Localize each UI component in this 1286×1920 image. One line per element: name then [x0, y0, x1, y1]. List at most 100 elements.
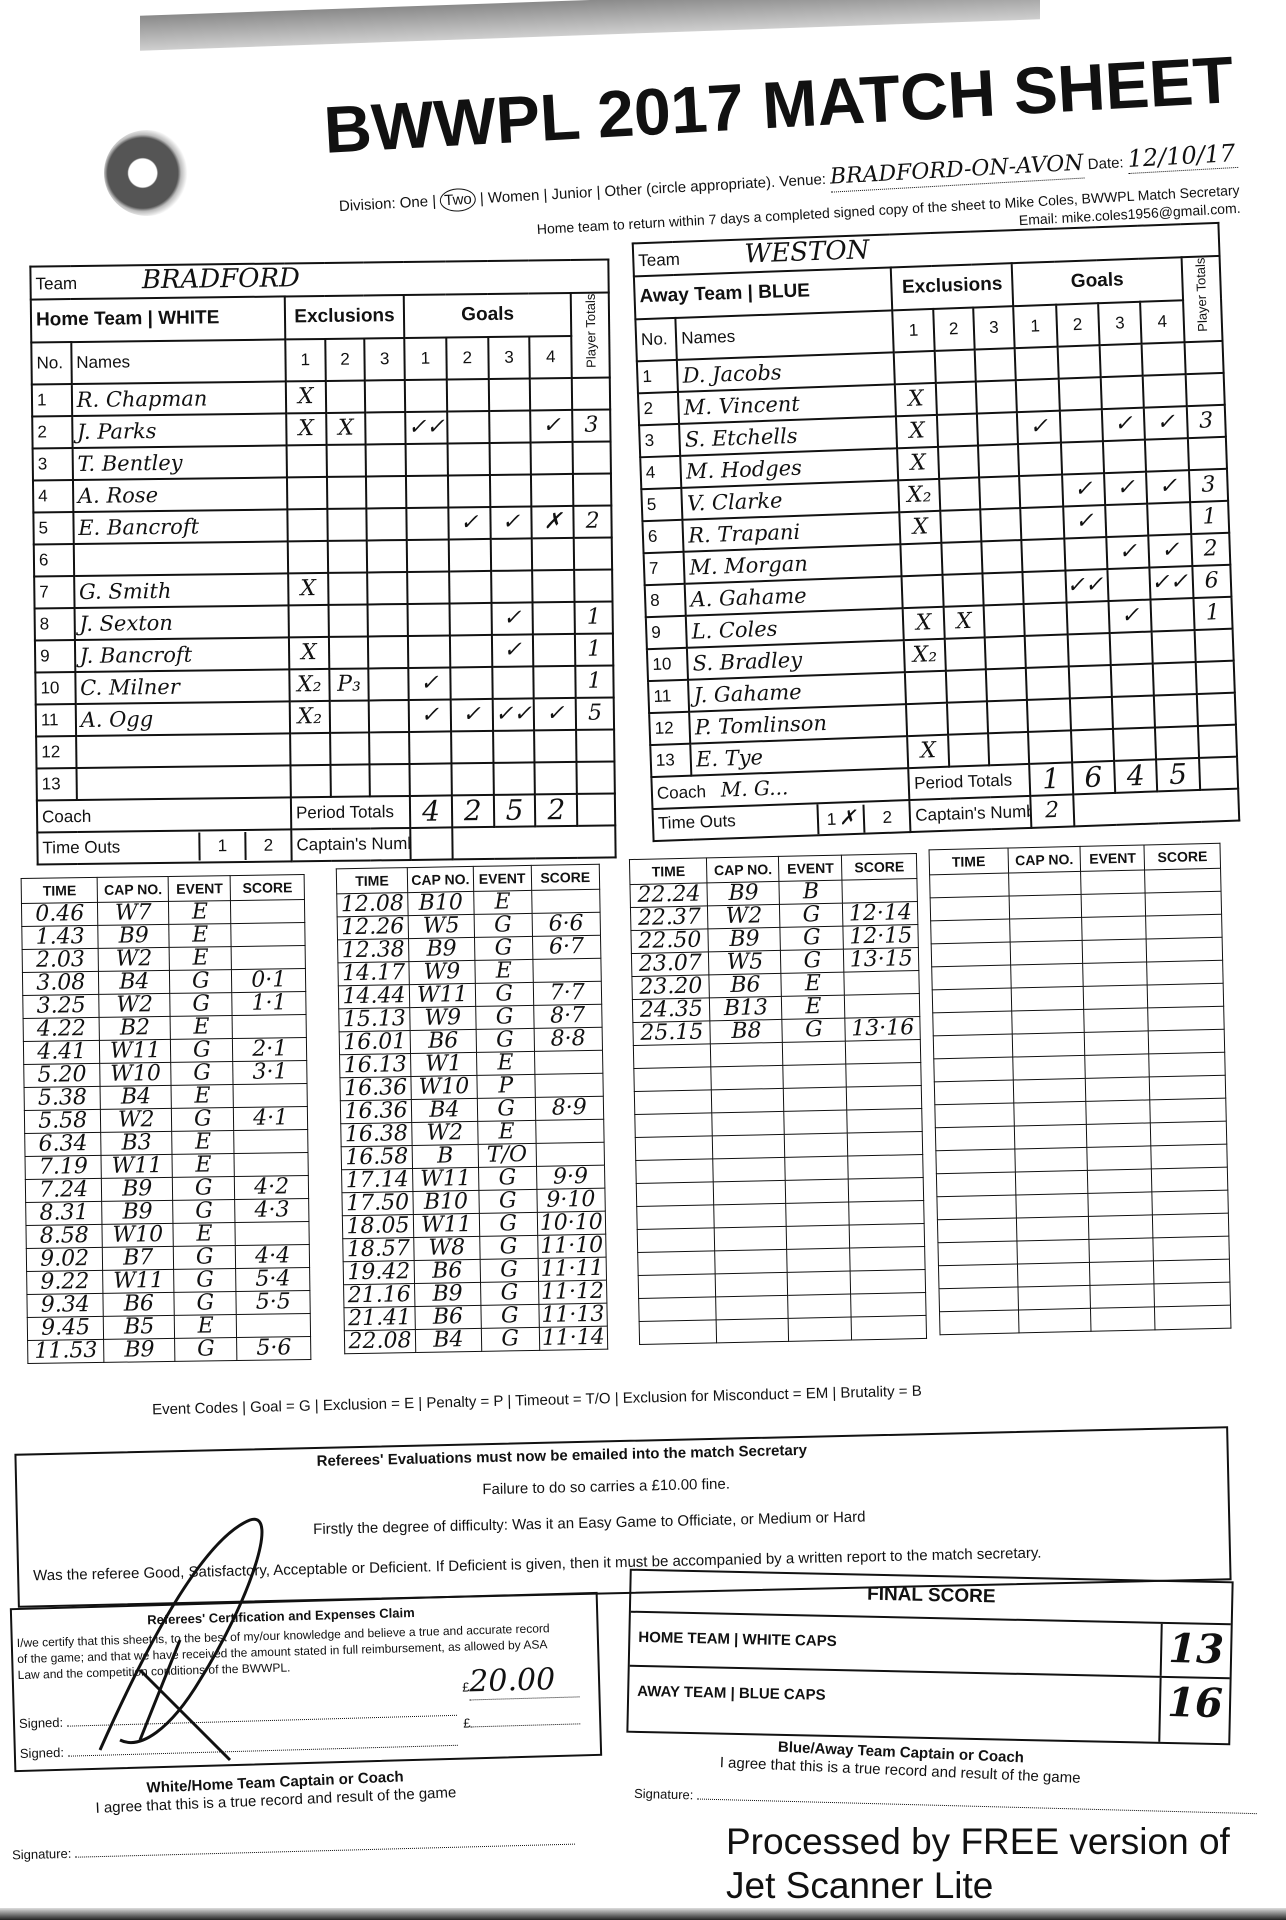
log-cap-number: B3 [101, 1131, 173, 1156]
exclusion-mark [286, 477, 328, 510]
log-event [787, 1271, 851, 1296]
log-score: 12·14 [842, 901, 918, 927]
log-event: G [172, 1199, 236, 1224]
log-event: E [169, 946, 232, 971]
player-total: 2 [573, 505, 612, 539]
log-score [1149, 1052, 1226, 1077]
exclusion-mark [368, 636, 409, 669]
log-event [1088, 1191, 1153, 1217]
log-event: E [172, 1153, 235, 1178]
goal-mark [533, 666, 576, 699]
timeout-used-mark: ✗ [838, 805, 857, 830]
log-score: 10·10 [536, 1211, 606, 1236]
player-total: 3 [1188, 468, 1229, 503]
log-score: 11·13 [538, 1303, 608, 1328]
log-row: 9.34 B6 G 5·5 [26, 1290, 311, 1318]
log-time: 16.13 [339, 1053, 411, 1078]
log-time [635, 1158, 714, 1184]
log-cap-number: B10 [412, 1190, 480, 1215]
exclusion-mark [977, 444, 1020, 478]
log-event: G [480, 1281, 539, 1306]
exclusion-mark: X [285, 381, 326, 414]
log-time [931, 942, 1011, 967]
log-time: 16.36 [339, 1076, 412, 1101]
log-score [1148, 1006, 1225, 1031]
timeout-box[interactable]: 2 [862, 803, 910, 833]
goal-mark [1020, 506, 1064, 541]
exclusion-mark [938, 477, 981, 512]
exclusion-mark [941, 541, 983, 575]
log-event: E [781, 972, 845, 997]
goal-mark: ✓ [448, 507, 491, 540]
log-event [786, 1225, 850, 1250]
goal-mark [1022, 570, 1067, 605]
log-score [850, 1269, 926, 1295]
home-signature-field[interactable]: Signature: [12, 1833, 575, 1864]
division-selected: Two [439, 187, 477, 213]
log-event [782, 1041, 847, 1066]
log-time [936, 1194, 1016, 1220]
exclusion-mark: X [325, 412, 366, 446]
log-cap-number: B4 [100, 1085, 172, 1110]
team-heading-row: Home Team | WHITE Exclusions Goals Player T… [30, 292, 610, 379]
log-score [842, 878, 918, 904]
exclusion-mark [905, 670, 947, 705]
log-column-header: CAP NO. [97, 876, 169, 903]
period-total: 5 [1156, 758, 1200, 792]
log-event: G [479, 1212, 538, 1237]
background-surface [0, 1908, 1286, 1920]
player-totals-header: Player Totals [570, 292, 610, 379]
timeout-box[interactable]: 2 [244, 831, 291, 861]
exclusions-header: Exclusions [284, 294, 405, 340]
log-cap-number [1010, 963, 1084, 989]
log-event: G [173, 1245, 237, 1270]
timeout-box[interactable]: 1 ✗ [816, 802, 864, 835]
log-time [633, 1066, 712, 1092]
log-cap-number: W11 [99, 1039, 171, 1064]
empty-cell [577, 793, 616, 827]
log-time: 23.07 [631, 951, 710, 977]
exclusion-mark [367, 604, 408, 637]
player-name: C. Milner [75, 669, 290, 705]
log-cap-number [713, 1157, 786, 1182]
log-column-header: TIME [336, 867, 408, 894]
timeout-number: 1 [826, 809, 837, 830]
goal-mark [491, 666, 535, 700]
exclusion-mark [329, 732, 370, 766]
log-score [1152, 1190, 1229, 1215]
player-total: 5 [575, 697, 615, 731]
log-time [638, 1296, 717, 1322]
goal-mark: ✓ [489, 506, 533, 540]
log-cap-number: B6 [414, 1305, 482, 1330]
log-time: 5.58 [24, 1109, 102, 1134]
log-cap-number [1008, 894, 1082, 920]
player-number: 10 [35, 672, 76, 705]
log-score [535, 1142, 605, 1167]
log-score [844, 993, 920, 1019]
log-event: G [170, 1061, 234, 1086]
away-signature-field[interactable]: Signature: [634, 1786, 1257, 1818]
goal-mark [1142, 374, 1187, 408]
amount-value: 20.00 [469, 1662, 580, 1701]
log-cap-number: W11 [103, 1269, 175, 1294]
amount-field-2[interactable]: £ [463, 1712, 581, 1731]
timeout-box[interactable]: 1 [198, 832, 245, 861]
player-number: 9 [645, 615, 688, 650]
log-cap-number: W7 [97, 901, 169, 926]
log-time [637, 1227, 716, 1253]
log-score [844, 970, 920, 996]
amount-field-1[interactable]: £20.00 [462, 1662, 580, 1704]
log-time [934, 1103, 1014, 1128]
log-score: 11·14 [538, 1326, 608, 1351]
period-totals-label: Period Totals [908, 764, 1031, 801]
team-name: BRADFORD [141, 263, 301, 296]
log-time: 22.08 [344, 1329, 416, 1354]
log-cap-number [1010, 986, 1085, 1012]
log-time: 25.15 [632, 1020, 711, 1046]
log-event [784, 1156, 849, 1181]
goal-mark [490, 570, 533, 604]
log-score [849, 1223, 925, 1249]
timeout-number: 1 [217, 836, 228, 856]
goal-mark [1057, 345, 1101, 379]
exclusion-mark [939, 509, 982, 544]
